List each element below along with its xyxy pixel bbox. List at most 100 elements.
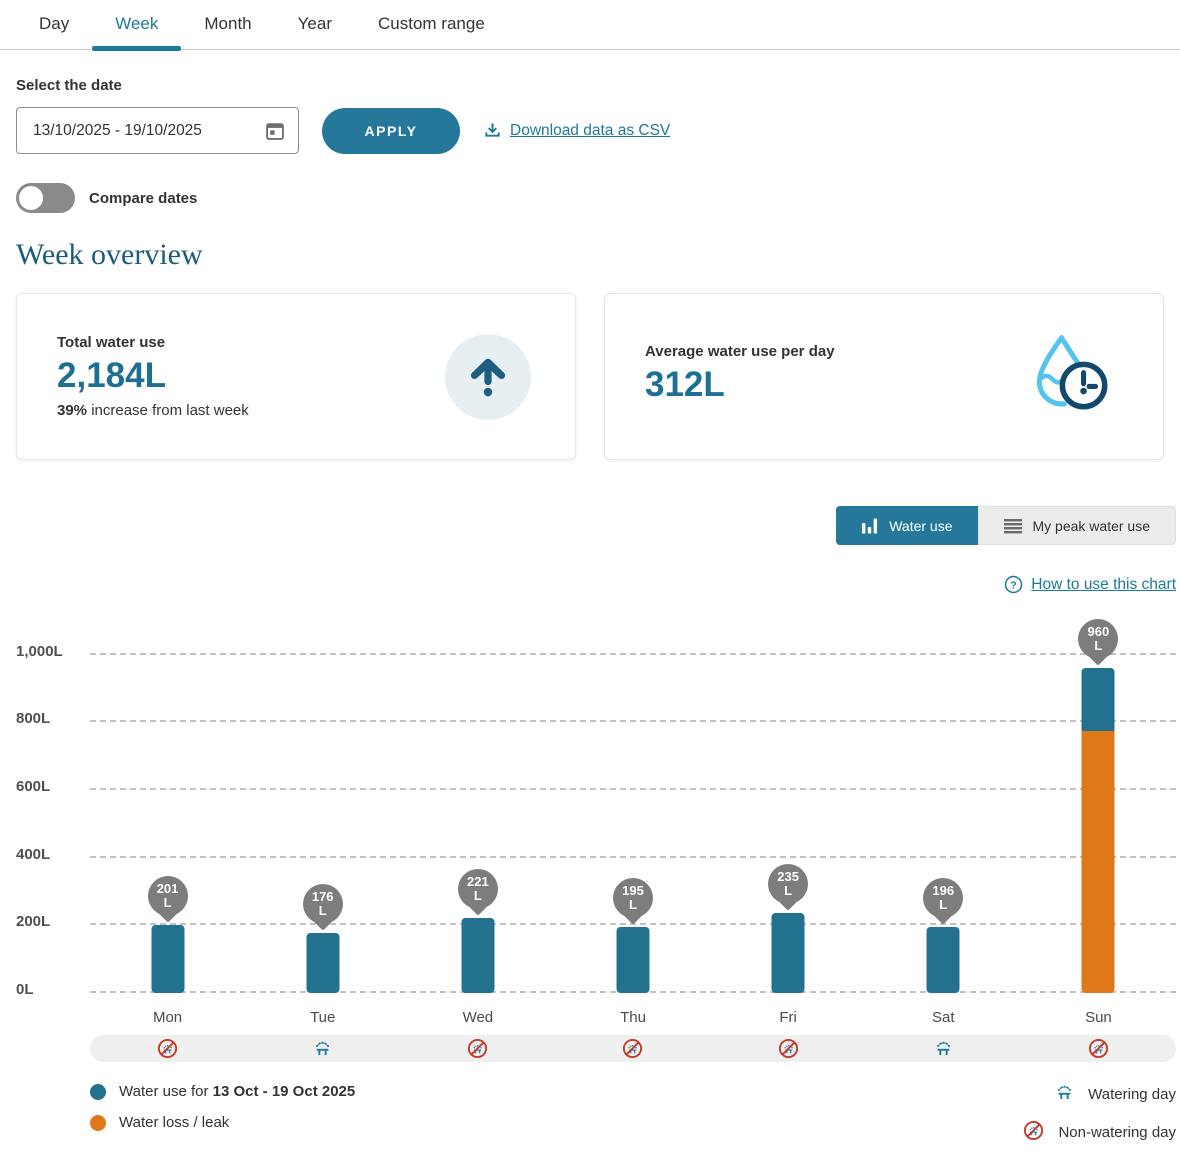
chart-legend: Water use for 13 Oct - 19 Oct 2025 Water…: [90, 1083, 1176, 1159]
watering-day-strip: [90, 1035, 1176, 1062]
bar-segment: [616, 927, 650, 993]
how-to-use-chart-link[interactable]: ? How to use this chart: [1004, 575, 1176, 594]
time-range-tabs: Day Week Month Year Custom range: [0, 0, 1180, 51]
gridline-1000: [90, 652, 1176, 655]
day-label-sat: Sat: [932, 1009, 955, 1026]
trend-note: 39% increase from last week: [57, 402, 249, 419]
day-label-thu: Thu: [620, 1009, 646, 1026]
bar-column-tue: 176 L: [245, 610, 400, 993]
water-loss-dot: [90, 1114, 106, 1131]
arrow-up-circle-icon: [445, 333, 531, 420]
y-axis-label: 200L: [16, 913, 51, 931]
bar-segment: [461, 918, 495, 993]
bar-column-fri: 235 L: [711, 610, 866, 993]
tab-month[interactable]: Month: [204, 14, 252, 33]
average-water-use-card: Average water use per day 312L: [604, 293, 1164, 460]
bar-column-wed: 221 L: [400, 610, 555, 993]
total-water-use-value: 2,184L: [57, 356, 166, 395]
day-label-fri: Fri: [779, 1009, 797, 1026]
apply-button[interactable]: APPLY: [322, 107, 460, 154]
date-range-field[interactable]: [16, 107, 299, 154]
droplet-clock-icon: [1021, 328, 1113, 425]
tab-day[interactable]: Day: [39, 14, 70, 33]
select-date-label: Select the date: [16, 77, 122, 94]
value-pin-sat: 196 L: [923, 877, 964, 925]
bar-column-sat: 196 L: [866, 610, 1021, 993]
date-range-input[interactable]: [17, 121, 264, 140]
non-watering-day-icon: [623, 1038, 643, 1059]
gridline-800: [90, 720, 1176, 723]
bar-wed[interactable]: [461, 918, 495, 993]
compare-dates-label: Compare dates: [89, 189, 198, 207]
watering-day-indicator-sat: [866, 1039, 1021, 1058]
non-watering-day-indicator-fri: [711, 1038, 866, 1059]
water-use-chart: 0L 200L 400L 600L 800L 1,000L 201 L 176 L 221 L 195 L…: [0, 610, 1180, 1159]
bar-chart-icon: [862, 517, 878, 534]
page-title: Week overview: [16, 238, 203, 271]
download-icon: [485, 123, 500, 137]
value-pin-fri: 235 L: [768, 864, 809, 912]
value-pin-mon: 201 L: [147, 875, 188, 923]
legend-watering-day: Watering day: [1023, 1083, 1176, 1106]
day-label-tue: Tue: [310, 1009, 336, 1026]
non-watering-day-indicator-sun: [1021, 1038, 1176, 1059]
water-use-tab-button[interactable]: Water use: [836, 506, 978, 545]
non-watering-day-icon: [1088, 1038, 1108, 1059]
watering-day-icon: [1058, 1085, 1072, 1100]
bar-segment: [771, 913, 805, 993]
non-watering-day-indicator-mon: [90, 1038, 245, 1059]
bar-sun[interactable]: [1081, 668, 1115, 993]
card-title: Average water use per day: [645, 342, 835, 360]
tab-week[interactable]: Week: [92, 0, 182, 51]
peak-water-use-tab-button[interactable]: My peak water use: [977, 506, 1176, 545]
legend-water-loss: Water loss / leak: [90, 1114, 355, 1131]
chart-plot-area: 0L 200L 400L 600L 800L 1,000L 201 L 176 L 221 L 195 L…: [0, 610, 1176, 998]
non-watering-day-indicator-thu: [555, 1038, 710, 1059]
watering-day-icon: [316, 1041, 330, 1056]
bar-segment: [151, 924, 185, 993]
day-label-wed: Wed: [462, 1009, 494, 1026]
watering-day-icon: [936, 1041, 950, 1056]
bar-tue[interactable]: [306, 933, 340, 993]
bar-segment: [1081, 668, 1115, 731]
list-rows-icon: [1003, 518, 1022, 533]
tab-custom-range[interactable]: Custom range: [378, 14, 485, 33]
value-pin-wed: 221 L: [457, 869, 498, 916]
compare-dates-toggle[interactable]: [16, 183, 75, 213]
bar-fri[interactable]: [771, 913, 805, 993]
watering-day-indicator-tue: [245, 1039, 400, 1058]
non-watering-day-icon: [158, 1038, 178, 1059]
bar-mon[interactable]: [151, 924, 185, 993]
total-water-use-card: Total water use 2,184L 39% increase from…: [16, 293, 576, 460]
legend-non-watering-day: Non-watering day: [1023, 1120, 1176, 1145]
average-water-use-value: 312L: [645, 364, 725, 404]
bar-segment: [306, 933, 340, 993]
bar-column-sun: 960 L: [1021, 610, 1176, 993]
non-watering-day-indicator-wed: [400, 1038, 555, 1059]
value-pin-tue: 176 L: [302, 884, 343, 932]
water-use-dot: [90, 1083, 106, 1100]
y-axis-label: 800L: [16, 710, 51, 728]
gridline-400: [90, 855, 1176, 858]
calendar-icon[interactable]: [264, 120, 286, 142]
y-axis-label: 600L: [16, 777, 51, 795]
y-axis-label: 400L: [16, 845, 51, 863]
day-label-mon: Mon: [152, 1009, 183, 1026]
y-axis-label: 0L: [16, 981, 34, 998]
chart-mode-switch: Water use My peak water use: [4, 506, 1176, 545]
download-csv-link[interactable]: Download data as CSV: [483, 121, 670, 140]
non-watering-day-icon: [468, 1038, 488, 1059]
bar-sat[interactable]: [926, 926, 960, 993]
day-label-sun: Sun: [1085, 1009, 1112, 1026]
gridline-600: [90, 787, 1176, 790]
non-watering-day-icon: [778, 1038, 798, 1059]
bar-thu[interactable]: [616, 927, 650, 993]
bar-column-mon: 201 L: [90, 610, 245, 993]
bar-column-thu: 195 L: [555, 610, 710, 993]
non-watering-day-icon: [1024, 1120, 1044, 1141]
bar-segment: [1081, 730, 1115, 993]
tab-year[interactable]: Year: [297, 14, 332, 33]
svg-text:?: ?: [1011, 580, 1017, 591]
value-pin-sun: 960 L: [1078, 619, 1119, 666]
